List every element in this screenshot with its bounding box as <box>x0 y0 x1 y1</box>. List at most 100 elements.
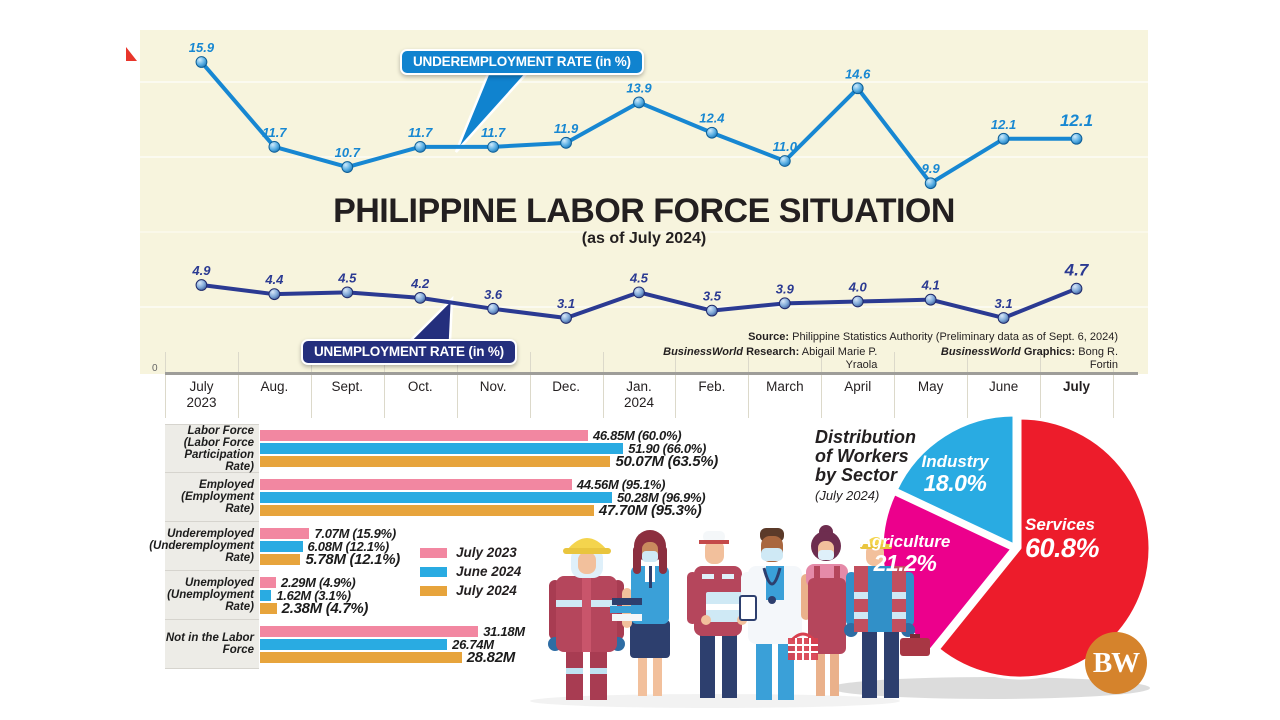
data-point <box>778 297 791 310</box>
underemployment-callout-pointer <box>454 72 529 153</box>
data-point <box>633 96 645 109</box>
bar-july-2024 <box>260 554 301 565</box>
data-point-label: 3.9 <box>776 281 795 296</box>
axis-tick <box>821 352 823 418</box>
month-label: Aug. <box>260 379 289 394</box>
data-point-label: 4.2 <box>410 276 430 291</box>
slice-value: 21.2% <box>873 550 937 576</box>
data-point-label: 9.9 <box>922 161 941 176</box>
bar-value-label: 51.90 (66.0%) <box>628 441 707 456</box>
slice-name: Agriculture <box>859 532 951 551</box>
axis-tick <box>310 352 312 418</box>
month-label: July <box>1063 379 1091 394</box>
bar-line: 2.29M (4.9%) <box>260 575 805 590</box>
bar-june-2024 <box>260 590 272 601</box>
underemployment-rate-series: 15.9 11.7 10.7 11.7 11.7 11.9 13.9 12.4 11.0 14.6… <box>189 40 1093 190</box>
bar-row-label: Not in the Labor Force <box>165 620 259 669</box>
bar-value-label: 2.38M (4.7%) <box>281 600 369 617</box>
bar-line: 31.18M <box>260 624 805 639</box>
pie-slice-industry <box>894 413 1016 547</box>
bar-chart: Labor Force (Labor Force Participation Rat… <box>149 424 805 669</box>
data-point-label: 3.1 <box>995 296 1013 311</box>
month-label: March <box>766 379 804 394</box>
businessworld-logo: BW <box>1085 632 1147 694</box>
bar-june-2024 <box>260 639 448 650</box>
slice-name: Industry <box>921 452 989 471</box>
data-point-label: 4.4 <box>264 272 284 287</box>
bar-value-label: 46.85M (60.0%) <box>592 428 682 443</box>
axis-tick <box>529 352 531 418</box>
axis-tick <box>748 352 750 418</box>
data-point-label: 12.1 <box>991 117 1016 132</box>
bar-line: 50.07M (63.5%) <box>260 453 805 470</box>
data-point <box>414 291 427 304</box>
research-brand: BusinessWorld <box>663 345 744 358</box>
slice-value: 18.0% <box>923 470 987 496</box>
data-point <box>487 302 500 315</box>
bar-line: 44.56M (95.1%) <box>260 477 805 492</box>
data-point-label: 11.7 <box>481 125 506 140</box>
bar-row-label: Employed (Employment Rate) <box>165 473 259 522</box>
month-label: Oct. <box>407 379 433 394</box>
data-point-label: 4.9 <box>191 263 211 278</box>
bar-line: 6.08M (12.1%) <box>260 539 805 554</box>
month-label: Nov. <box>479 379 507 394</box>
chart-panel-background <box>140 30 1148 374</box>
bar-value-label: 2.29M (4.9%) <box>281 575 356 590</box>
page-title: PHILIPPINE LABOR FORCE SITUATION <box>333 192 955 230</box>
data-point-label: 4.1 <box>921 278 940 293</box>
axis-tick <box>675 352 677 418</box>
data-point <box>195 279 208 291</box>
slice-name: Services <box>1025 515 1095 534</box>
bar-value-label: 28.82M <box>466 649 516 666</box>
slice-value: 60.8% <box>1025 533 1100 563</box>
source-line: Source: Philippine Statistics Authority … <box>640 331 1118 345</box>
page-corner-mark <box>126 47 137 61</box>
bar-line: 46.85M (60.0%) <box>260 428 805 443</box>
workers-shadow <box>530 694 900 708</box>
research-credit: BusinessWorld Research: Abigail Marie P.… <box>640 346 877 373</box>
unemployment-callout: UNEMPLOYMENT RATE (in %) <box>301 339 517 365</box>
line-charts-layer: 15.9 11.7 10.7 11.7 11.7 11.9 13.9 12.4 11.0 14.6… <box>189 40 1093 324</box>
bar-group: 44.56M (95.1%) 50.28M (96.9%) 47.70M (95.3… <box>259 473 805 522</box>
legend-swatch <box>420 547 447 558</box>
legend-label: July 2024 <box>456 583 517 598</box>
data-point <box>851 82 864 95</box>
research-label: Research: <box>746 345 800 358</box>
legend-item: June 2024 <box>420 562 521 581</box>
bar-line: 47.70M (95.3%) <box>260 502 805 519</box>
month-label: May <box>917 379 944 394</box>
data-point-label: 12.1 <box>1060 111 1093 130</box>
graphics-brand: BusinessWorld <box>940 345 1021 358</box>
bar-row-label: Underemployed (Underemployment Rate) <box>149 522 259 571</box>
bar-july-2024 <box>260 456 611 467</box>
delivery-man-figure <box>687 531 747 698</box>
bar-chart-row: Employed (Employment Rate) 44.56M (95.1%) 5… <box>165 473 805 522</box>
data-point-label: 13.9 <box>626 80 652 95</box>
bar-value-label: 50.28M (96.9%) <box>616 490 706 505</box>
pie-title: Distribution of Workers by Sector (July … <box>815 428 916 504</box>
data-point-label: 14.6 <box>845 66 871 81</box>
bar-value-label: 44.56M (95.1%) <box>576 477 666 492</box>
underemployment-callout: UNDEREMPLOYMENT RATE (in %) <box>400 49 644 75</box>
data-point <box>851 295 864 308</box>
bar-group: 7.07M (15.9%) 6.08M (12.1%) 5.78M (12.1%) <box>259 522 805 571</box>
axis-tick <box>237 352 239 418</box>
bar-july-2023 <box>260 577 277 588</box>
month-label: June <box>988 379 1019 394</box>
bar-chart-row: Not in the Labor Force 31.18M 26.74M 28.82M <box>165 620 805 669</box>
graphics-label: Graphics: <box>1023 345 1076 358</box>
bar-line: 1.62M (3.1%) <box>260 588 805 603</box>
bar-july-2024 <box>260 652 462 663</box>
month-label: Jan. 2024 <box>623 379 655 410</box>
data-point <box>924 293 937 306</box>
pie-title-date: (July 2024) <box>815 488 880 503</box>
axis-tick <box>602 352 604 418</box>
pie-label-agriculture: Agriculture 21.2% <box>853 532 957 576</box>
data-point-label: 3.1 <box>557 296 575 311</box>
data-point <box>924 177 937 190</box>
data-point <box>268 140 281 153</box>
graphics-name: Bong R. Fortin <box>1078 345 1118 372</box>
legend-label: July 2023 <box>456 545 517 560</box>
